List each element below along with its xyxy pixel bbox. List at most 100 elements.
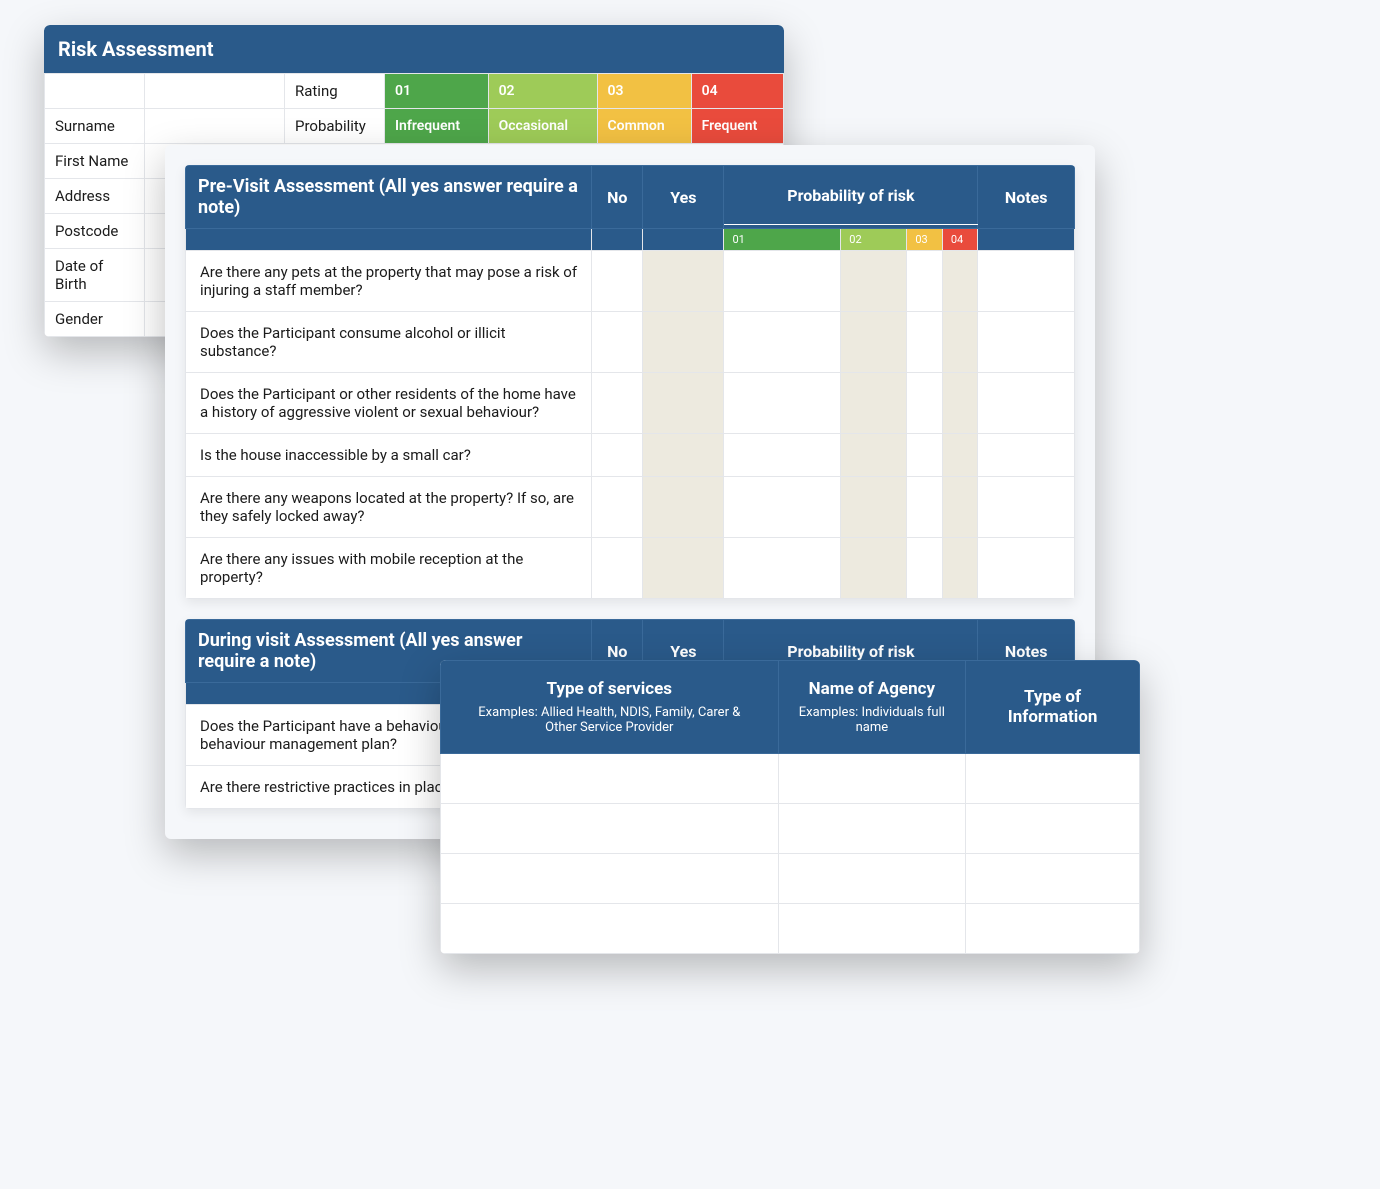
notes-cell[interactable] [978,538,1075,599]
risk-rating-label: Rating [285,74,385,109]
svc-head-type-sub: Examples: Allied Health, NDIS, Family, C… [461,705,758,735]
question-cell: Does the Participant consume alcohol or … [186,312,592,373]
svc-info-cell[interactable] [966,854,1140,904]
notes-cell[interactable] [978,434,1075,477]
prob-04: Frequent [691,109,783,144]
svc-head-agency-sub: Examples: Individuals full name [799,705,946,735]
yes-cell[interactable] [643,477,724,538]
prob-01-cell[interactable] [724,373,841,434]
prob-03-cell[interactable] [907,312,943,373]
yes-cell[interactable] [643,312,724,373]
svc-head-type-title: Type of services [547,679,672,699]
svc-type-cell[interactable] [441,854,779,904]
prob-02-cell[interactable] [841,434,907,477]
svc-type-cell[interactable] [441,804,779,854]
notes-cell[interactable] [978,373,1075,434]
assessment-row: Are there any issues with mobile recepti… [186,538,1075,599]
svc-type-cell[interactable] [441,754,779,804]
rating-01: 01 [385,74,489,109]
prob-03-cell[interactable] [907,373,943,434]
prob-01-cell[interactable] [724,477,841,538]
prob-02-cell[interactable] [841,312,907,373]
svc-head-type: Type of services Examples: Allied Health… [441,661,779,754]
prob-04-cell[interactable] [942,312,978,373]
risk-title: Risk Assessment [44,25,784,73]
field-dob: Date of Birth [45,249,145,302]
svc-type-cell[interactable] [441,904,779,954]
svc-head-agency-title: Name of Agency [809,679,935,699]
services-header-row: Type of services Examples: Allied Health… [441,661,1140,754]
svc-agency-cell[interactable] [778,804,966,854]
pre-visit-table: Pre-Visit Assessment (All yes answer req… [185,165,1075,599]
prob-01-cell[interactable] [724,434,841,477]
notes-cell[interactable] [978,312,1075,373]
svc-agency-cell[interactable] [778,854,966,904]
pre-title: Pre-Visit Assessment (All yes answer req… [186,166,592,229]
no-cell[interactable] [592,373,643,434]
yes-cell[interactable] [643,373,724,434]
pre-chip-02: 02 [841,229,906,250]
rating-02: 02 [488,74,597,109]
question-cell: Are there any pets at the property that … [186,251,592,312]
assessment-row: Are there any weapons located at the pro… [186,477,1075,538]
prob-01-cell[interactable] [724,538,841,599]
no-cell[interactable] [592,251,643,312]
pre-chip-01: 01 [724,229,840,250]
no-cell[interactable] [592,477,643,538]
prob-02-cell[interactable] [841,477,907,538]
risk-prob-label: Probability [285,109,385,144]
risk-probability-row: Surname Probability Infrequent Occasiona… [45,109,784,144]
prob-04-cell[interactable] [942,477,978,538]
field-surname: Surname [45,109,145,144]
prob-02-cell[interactable] [841,538,907,599]
prob-03-cell[interactable] [907,251,943,312]
svc-agency-cell[interactable] [778,754,966,804]
field-firstname: First Name [45,144,145,179]
services-row [441,854,1140,904]
notes-cell[interactable] [978,477,1075,538]
prob-04-cell[interactable] [942,538,978,599]
field-address: Address [45,179,145,214]
notes-cell[interactable] [978,251,1075,312]
question-cell: Are there any weapons located at the pro… [186,477,592,538]
prob-03-cell[interactable] [907,477,943,538]
no-cell[interactable] [592,434,643,477]
prob-01-cell[interactable] [724,312,841,373]
pre-chip-row: 01 02 03 04 [186,229,1075,251]
rating-04: 04 [691,74,783,109]
prob-02-cell[interactable] [841,251,907,312]
prob-02-cell[interactable] [841,373,907,434]
prob-04-cell[interactable] [942,373,978,434]
svc-head-agency: Name of Agency Examples: Individuals ful… [778,661,966,754]
yes-cell[interactable] [643,434,724,477]
pre-col-no: No [592,166,643,229]
yes-cell[interactable] [643,538,724,599]
pre-chip-03: 03 [907,229,942,250]
assessment-row: Are there any pets at the property that … [186,251,1075,312]
services-table: Type of services Examples: Allied Health… [440,660,1140,954]
prob-03-cell[interactable] [907,434,943,477]
svc-info-cell[interactable] [966,904,1140,954]
svc-info-cell[interactable] [966,754,1140,804]
services-row [441,904,1140,954]
no-cell[interactable] [592,538,643,599]
field-gender: Gender [45,302,145,337]
prob-01-cell[interactable] [724,251,841,312]
assessment-row: Is the house inaccessible by a small car… [186,434,1075,477]
prob-03-cell[interactable] [907,538,943,599]
pre-col-yes: Yes [643,166,724,229]
pre-chip-04: 04 [943,229,978,250]
prob-02: Occasional [488,109,597,144]
field-postcode: Postcode [45,214,145,249]
risk-rating-row: Rating 01 02 03 04 [45,74,784,109]
prob-04-cell[interactable] [942,434,978,477]
assessment-row: Does the Participant or other residents … [186,373,1075,434]
pre-col-prob: Probability of risk [724,166,978,225]
no-cell[interactable] [592,312,643,373]
yes-cell[interactable] [643,251,724,312]
prob-04-cell[interactable] [942,251,978,312]
services-row [441,754,1140,804]
svc-agency-cell[interactable] [778,904,966,954]
question-cell: Does the Participant or other residents … [186,373,592,434]
svc-info-cell[interactable] [966,804,1140,854]
